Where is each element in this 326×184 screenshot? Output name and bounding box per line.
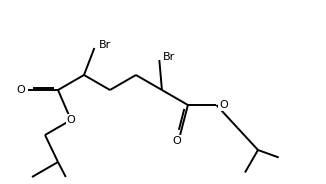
Text: O: O xyxy=(67,115,75,125)
Text: O: O xyxy=(17,85,25,95)
Text: O: O xyxy=(219,100,228,110)
Text: Br: Br xyxy=(163,52,176,62)
Text: Br: Br xyxy=(99,40,111,50)
Text: O: O xyxy=(173,136,182,146)
